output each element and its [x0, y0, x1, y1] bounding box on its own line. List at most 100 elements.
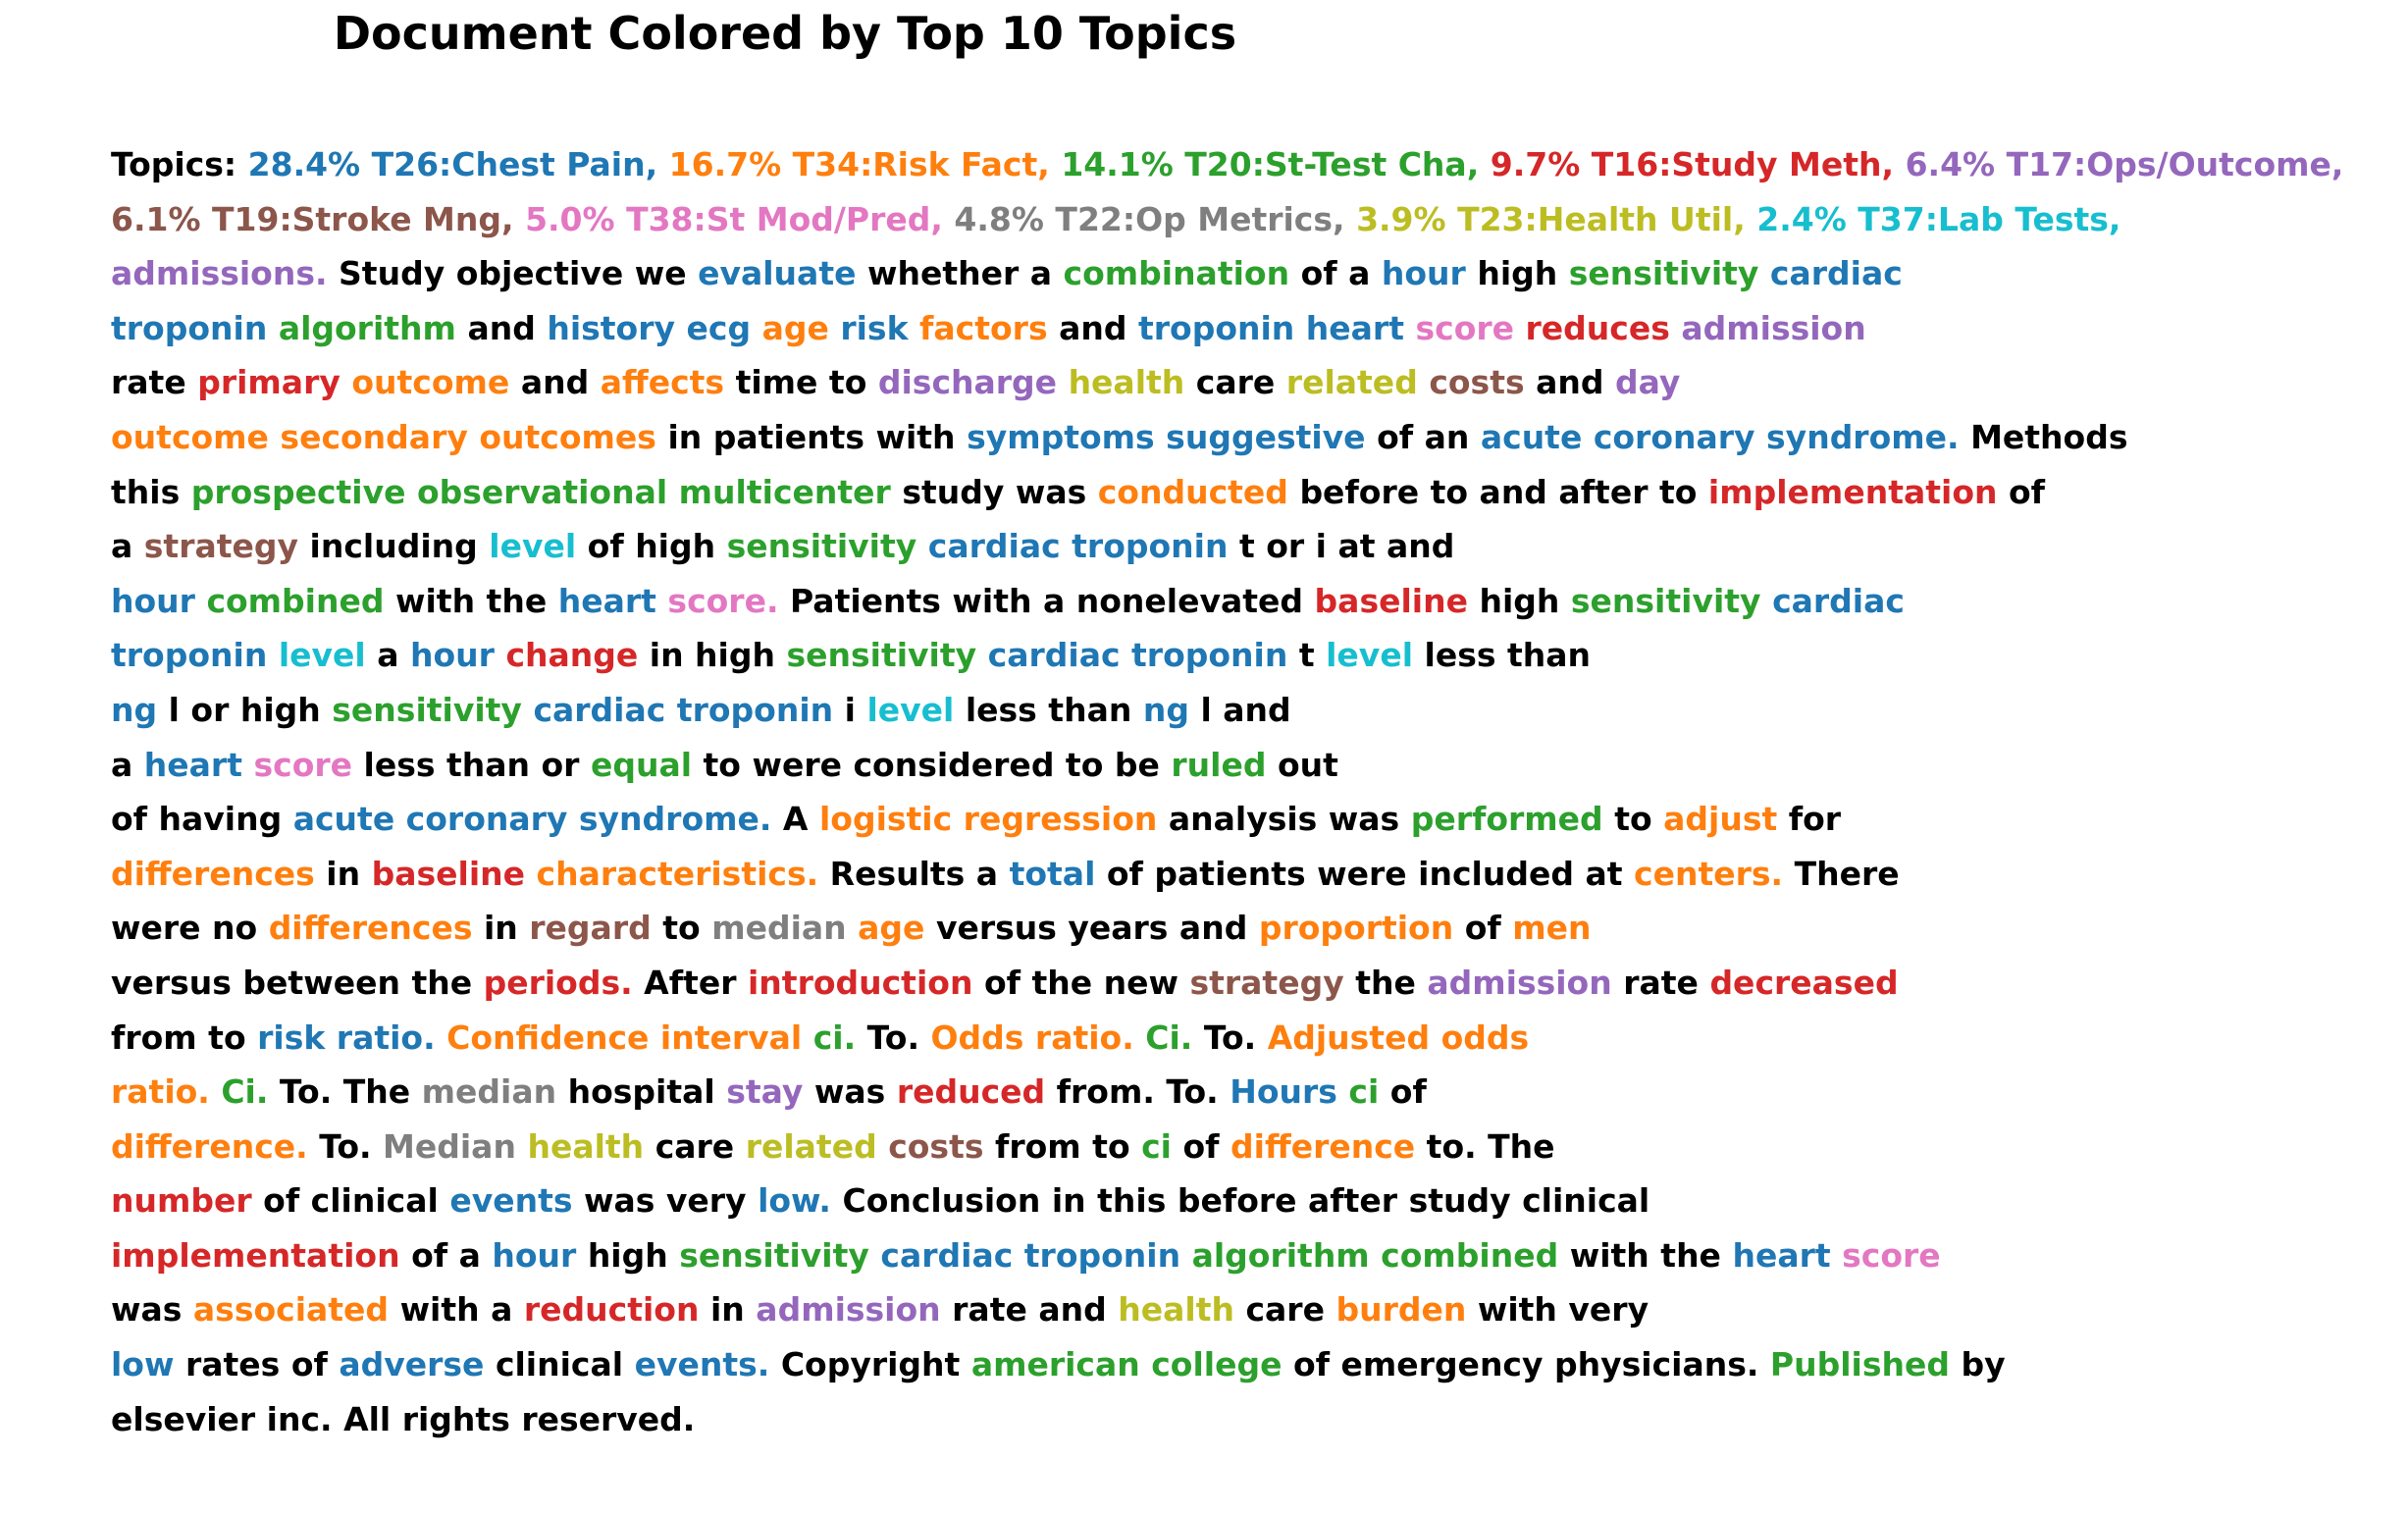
plain-text: this: [111, 472, 181, 511]
topic-word-t37: level: [1326, 636, 1414, 675]
plain-text: from to: [111, 1017, 246, 1057]
topic-word-t20: sensitivity: [726, 527, 917, 566]
topic-word-t26: troponin: [111, 308, 268, 347]
topic-word-t26: hour: [492, 1235, 577, 1275]
topic-word-t16: periods.: [483, 963, 633, 1002]
topic-word-t37: level: [278, 636, 366, 675]
topic-word-t37: level: [866, 690, 955, 729]
plain-text: and: [467, 308, 536, 347]
plain-text: To. The: [279, 1072, 411, 1112]
topic-word-t20: sensitivity: [1570, 581, 1761, 620]
document-line: 6.1% T19:Stroke Mng, 5.0% T38:St Mod/Pre…: [111, 192, 2343, 247]
topic-word-t34: age: [761, 308, 829, 347]
topic-word-t26: events.: [634, 1345, 770, 1384]
plain-text: less than or: [363, 745, 580, 784]
topic-word-t19: strategy: [143, 527, 299, 566]
topic-word-t23: health: [1118, 1290, 1234, 1330]
topic-word-t37: level: [489, 527, 577, 566]
topic-word-t26: low: [111, 1345, 175, 1384]
document-line: versus between the periods. After introd…: [111, 956, 2343, 1011]
document-line: low rates of adverse clinical events. Co…: [111, 1337, 2343, 1392]
plain-text: of clinical: [263, 1181, 439, 1221]
plain-text: of having: [111, 800, 283, 839]
plain-text: was very: [584, 1181, 747, 1221]
topic-word-t34: differences: [268, 909, 473, 948]
plain-text: was: [111, 1290, 183, 1330]
topic-word-t26: heart: [143, 745, 242, 784]
topic-word-t34: logistic regression: [818, 800, 1158, 839]
plain-text: of: [1389, 1072, 1427, 1112]
topic-word-t26: acute coronary syndrome.: [292, 800, 772, 839]
plain-text: rate: [111, 363, 186, 402]
topic-word-t20: sensitivity: [786, 636, 977, 675]
plain-text: versus years and: [935, 909, 1248, 948]
topic-word-t17: admission: [756, 1290, 941, 1330]
plain-text: in: [709, 1290, 745, 1330]
topic-word-t20: american college: [970, 1345, 1283, 1384]
plain-text: for: [1788, 800, 1842, 839]
plain-text: whether a: [866, 254, 1053, 293]
topic-word-t34: Confidence interval: [446, 1017, 803, 1057]
topic-word-t26: hour: [1381, 254, 1466, 293]
topic-word-t23: health: [527, 1126, 645, 1166]
plain-text: i: [844, 690, 856, 729]
plain-text: To.: [319, 1126, 372, 1166]
plain-text: t or i at and: [1238, 527, 1455, 566]
topic-legend-line: Topics: 28.4% T26:Chest Pain, 16.7% T34:…: [111, 137, 2343, 192]
plain-text: less than: [965, 690, 1132, 729]
plain-text: To.: [866, 1017, 919, 1057]
topic-word-t26: ng: [1142, 690, 1189, 729]
topic-word-t22: 4.8% T22:Op Metrics,: [954, 199, 1345, 238]
topic-word-t26: heart: [1732, 1235, 1831, 1275]
document-line: this prospective observational multicent…: [111, 465, 2343, 520]
document-line: number of clinical events was very low. …: [111, 1174, 2343, 1228]
topic-word-t26: ng: [111, 690, 158, 729]
plain-text: analysis was: [1168, 800, 1400, 839]
topic-word-t34: difference.: [111, 1126, 308, 1166]
topic-word-t20: Ci.: [1145, 1017, 1193, 1057]
topic-word-t19: costs: [1429, 363, 1525, 402]
plain-text: l and: [1200, 690, 1291, 729]
topic-word-t23: related: [1285, 363, 1418, 402]
plain-text: time to: [735, 363, 867, 402]
plain-text: study was: [902, 472, 1087, 511]
topic-word-t17: day: [1615, 363, 1681, 402]
plain-text: Results a: [829, 854, 999, 893]
topic-word-t20: performed: [1410, 800, 1603, 839]
plain-text: in high: [649, 636, 775, 675]
topic-word-t26: cardiac troponin: [533, 690, 834, 729]
plain-text: There: [1794, 854, 1900, 893]
plain-text: the: [1355, 963, 1416, 1002]
document-line: of having acute coronary syndrome. A log…: [111, 792, 2343, 847]
plain-text: versus between the: [111, 963, 473, 1002]
topic-word-t34: factors: [919, 308, 1048, 347]
plain-text: of a: [1300, 254, 1371, 293]
topic-word-t16: number: [111, 1181, 252, 1221]
plain-text: by: [1961, 1345, 2006, 1384]
plain-text: care: [654, 1126, 735, 1166]
plain-text: with a: [399, 1290, 513, 1330]
topic-word-t16: reduction: [523, 1290, 700, 1330]
topic-word-t26: risk: [840, 308, 909, 347]
plain-text: Patients with a nonelevated: [790, 581, 1304, 620]
plain-text: from. To.: [1056, 1072, 1219, 1112]
topic-word-t38: score.: [667, 581, 779, 620]
topic-word-t34: outcome: [351, 363, 510, 402]
topic-word-t34: outcome secondary outcomes: [111, 417, 656, 456]
plain-text: of patients were included at: [1106, 854, 1623, 893]
topic-word-t17: stay: [726, 1072, 804, 1112]
plain-text: care: [1195, 363, 1276, 402]
topic-word-t26: symptoms suggestive: [967, 417, 1366, 456]
topic-word-t34: proportion: [1258, 909, 1454, 948]
topic-word-t20: combination: [1063, 254, 1290, 293]
document-line: implementation of a hour high sensitivit…: [111, 1228, 2343, 1283]
plain-text: To.: [1203, 1017, 1257, 1057]
plain-text: A: [782, 800, 809, 839]
topic-word-t16: implementation: [111, 1235, 400, 1275]
plain-text: in: [326, 854, 361, 893]
topic-word-t20: Published: [1769, 1345, 1950, 1384]
plain-text: from to: [995, 1126, 1130, 1166]
plain-text: to. The: [1426, 1126, 1555, 1166]
topic-word-t22: Median: [383, 1126, 516, 1166]
topic-word-t34: centers.: [1634, 854, 1784, 893]
